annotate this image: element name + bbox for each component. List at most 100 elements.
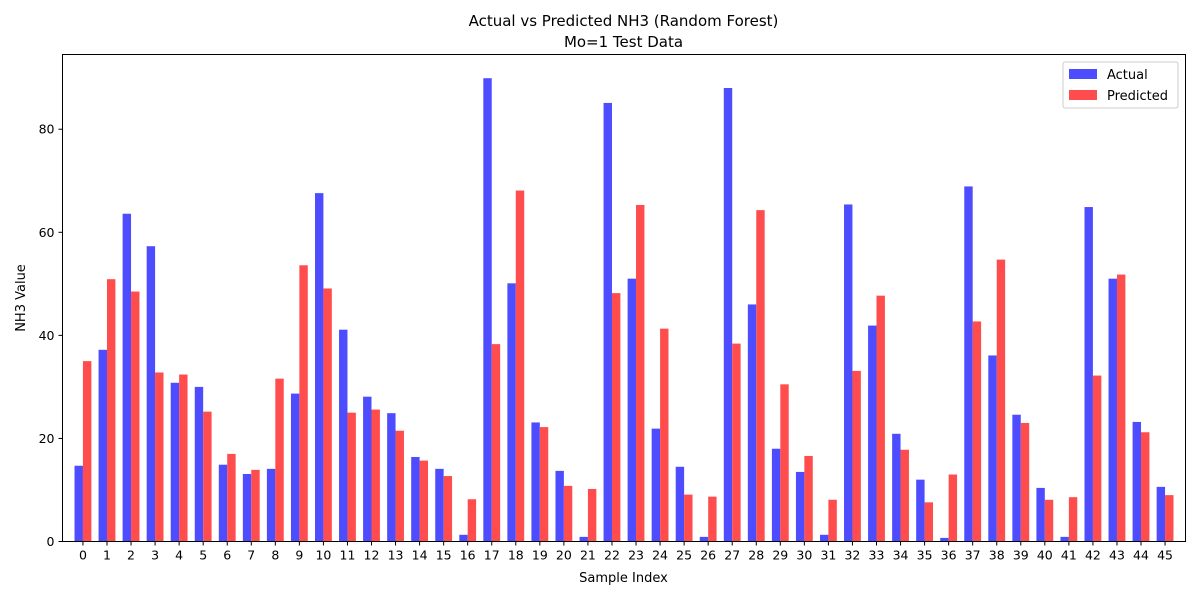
- bar-actual-10: [314, 193, 324, 542]
- x-tick-label: 15: [436, 548, 452, 563]
- bar-predicted-17: [491, 344, 501, 542]
- bar-predicted-35: [924, 502, 934, 542]
- bar-predicted-34: [900, 449, 909, 542]
- x-tick-label: 3: [151, 548, 159, 563]
- bar-actual-4: [170, 382, 180, 542]
- x-tick-label: 37: [965, 548, 981, 563]
- bar-predicted-7: [251, 469, 260, 542]
- bar-predicted-22: [611, 293, 621, 542]
- bar-actual-20: [555, 470, 564, 542]
- bar-actual-11: [339, 329, 348, 542]
- y-axis-label: NH3 Value: [14, 264, 29, 332]
- chart-subtitle: Mo=1 Test Data: [564, 33, 683, 51]
- bar-predicted-33: [876, 295, 885, 542]
- bar-actual-29: [771, 448, 781, 542]
- bar-actual-36: [940, 537, 949, 542]
- bar-predicted-12: [371, 409, 380, 542]
- x-tick-label: 10: [315, 548, 331, 563]
- bar-actual-45: [1156, 486, 1166, 542]
- bar-predicted-3: [155, 372, 164, 542]
- bar-actual-6: [218, 464, 228, 542]
- x-tick-label: 7: [247, 548, 255, 563]
- y-tick-label: 0: [47, 534, 55, 549]
- x-tick-label: 45: [1157, 548, 1173, 563]
- bar-predicted-11: [347, 412, 356, 542]
- x-tick-label: 27: [724, 548, 740, 563]
- bar-predicted-36: [948, 474, 958, 542]
- bar-actual-32: [844, 204, 853, 542]
- bar-predicted-38: [996, 259, 1006, 542]
- bar-actual-35: [916, 479, 925, 542]
- bar-actual-44: [1132, 421, 1142, 542]
- bar-actual-40: [1036, 487, 1045, 542]
- x-axis: 0 1 2 3 4 5 6 7 8 9 10 11 12 13 14 15 16 17 18 19 20 21 22 23 24…: [79, 541, 1173, 563]
- x-tick-label: 24: [652, 548, 668, 563]
- bar-predicted-15: [443, 476, 453, 542]
- bar-predicted-29: [780, 384, 789, 542]
- bar-predicted-24: [660, 328, 669, 542]
- bar-predicted-0: [82, 361, 92, 542]
- bar-actual-5: [194, 386, 204, 542]
- bar-actual-2: [122, 213, 132, 542]
- bar-actual-30: [795, 471, 805, 542]
- x-tick-label: 19: [532, 548, 548, 563]
- bar-predicted-2: [131, 291, 140, 542]
- x-tick-label: 29: [772, 548, 788, 563]
- bar-actual-26: [699, 536, 709, 542]
- bar-predicted-6: [227, 453, 236, 542]
- chart-title: Actual vs Predicted NH3 (Random Forest): [469, 12, 779, 30]
- x-tick-label: 2: [127, 548, 135, 563]
- bar-predicted-26: [708, 496, 717, 542]
- x-tick-label: 1: [103, 548, 111, 563]
- x-tick-label: 21: [580, 548, 596, 563]
- x-tick-label: 33: [869, 548, 885, 563]
- bar-predicted-5: [203, 411, 212, 542]
- bar-predicted-23: [636, 204, 645, 542]
- bar-predicted-8: [275, 378, 284, 542]
- x-tick-label: 5: [199, 548, 207, 563]
- y-tick-label: 60: [39, 225, 55, 240]
- bar-predicted-25: [684, 494, 693, 542]
- x-axis-label: Sample Index: [579, 571, 668, 586]
- x-tick-label: 23: [628, 548, 644, 563]
- bar-actual-42: [1084, 207, 1093, 542]
- bar-predicted-20: [563, 485, 573, 542]
- x-tick-label: 9: [295, 548, 303, 563]
- bar-actual-33: [868, 325, 877, 542]
- x-tick-label: 16: [460, 548, 476, 563]
- bar-actual-16: [459, 534, 468, 542]
- bar-predicted-16: [467, 499, 477, 542]
- bar-predicted-39: [1020, 422, 1030, 542]
- bars-layer: [74, 78, 1174, 542]
- bar-predicted-30: [804, 455, 813, 542]
- x-tick-label: 40: [1037, 548, 1053, 563]
- bar-predicted-21: [587, 488, 597, 542]
- bar-predicted-13: [395, 430, 404, 542]
- x-tick-label: 22: [604, 548, 620, 563]
- x-tick-label: 26: [700, 548, 716, 563]
- bar-predicted-42: [1092, 375, 1102, 542]
- bar-actual-13: [387, 413, 396, 542]
- bar-actual-38: [988, 355, 997, 542]
- bar-actual-1: [98, 349, 107, 542]
- bar-actual-9: [290, 393, 300, 542]
- bar-actual-43: [1108, 278, 1117, 542]
- y-tick-label: 80: [39, 122, 55, 137]
- bar-predicted-28: [756, 210, 765, 542]
- x-tick-label: 0: [79, 548, 87, 563]
- bar-predicted-9: [299, 265, 308, 542]
- bar-actual-31: [819, 534, 829, 542]
- x-tick-label: 18: [508, 548, 524, 563]
- bar-predicted-41: [1068, 497, 1078, 542]
- bar-actual-28: [747, 304, 757, 542]
- plot-area-frame: [62, 54, 1186, 542]
- bar-actual-0: [74, 465, 83, 542]
- bar-actual-18: [507, 283, 516, 542]
- x-tick-label: 42: [1085, 548, 1101, 563]
- bar-predicted-32: [852, 370, 861, 542]
- bar-actual-23: [627, 278, 637, 542]
- bar-predicted-14: [419, 460, 429, 542]
- bar-predicted-19: [539, 427, 549, 542]
- y-axis: 0 20 40 60 80: [39, 122, 63, 549]
